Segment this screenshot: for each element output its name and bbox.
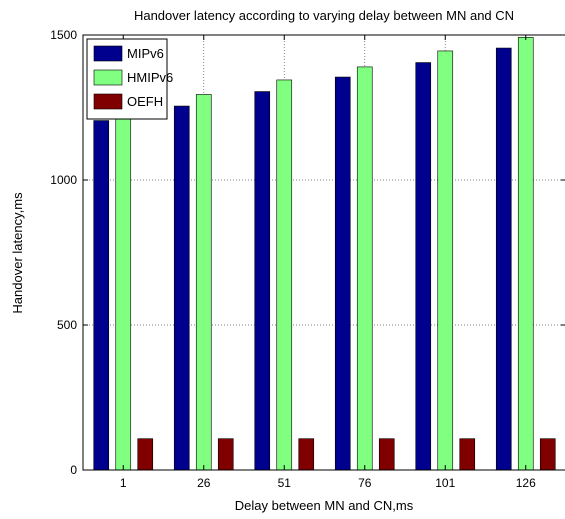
bar-mipv6-1 xyxy=(93,120,110,471)
y-tick-label: 500 xyxy=(57,318,77,332)
x-tick-label: 51 xyxy=(278,476,292,490)
legend-swatch-hmipv6 xyxy=(93,69,123,86)
x-tick-label: 76 xyxy=(358,476,372,490)
bar-mipv6-26 xyxy=(173,105,190,471)
y-tick-label: 0 xyxy=(70,463,77,477)
legend-label-mipv6: MIPv6 xyxy=(127,46,164,61)
plot-area-frame xyxy=(82,34,565,471)
chart-title: Handover latency according to varying de… xyxy=(134,8,514,23)
x-axis-label: Delay between MN and CN,ms xyxy=(235,498,414,513)
bars xyxy=(93,37,556,471)
bar-oefh-76 xyxy=(378,438,395,471)
y-tick-label: 1000 xyxy=(50,173,77,187)
y-axis-label: Handover latency,ms xyxy=(10,192,25,314)
bar-mipv6-76 xyxy=(334,76,351,471)
legend-label-hmipv6: HMIPv6 xyxy=(127,70,173,85)
y-tick-label: 1500 xyxy=(50,28,77,42)
bar-mipv6-51 xyxy=(254,91,271,471)
legend: MIPv6 HMIPv6 OEFH xyxy=(86,38,173,120)
bar-hmipv6-76 xyxy=(356,66,373,471)
bar-mipv6-126 xyxy=(495,47,512,471)
bar-hmipv6-1 xyxy=(115,108,132,471)
bar-oefh-101 xyxy=(459,438,476,471)
bar-oefh-126 xyxy=(539,438,556,471)
bar-hmipv6-101 xyxy=(437,50,454,471)
bar-hmipv6-126 xyxy=(517,37,534,471)
x-tick-label: 101 xyxy=(435,476,455,490)
bar-oefh-26 xyxy=(217,438,234,471)
x-tick-label: 1 xyxy=(120,476,127,490)
bar-oefh-1 xyxy=(137,438,154,471)
bar-hmipv6-26 xyxy=(195,94,212,471)
x-tick-label: 126 xyxy=(516,476,536,490)
legend-label-oefh: OEFH xyxy=(127,94,163,109)
bar-oefh-51 xyxy=(298,438,315,471)
bar-hmipv6-51 xyxy=(276,79,293,471)
bar-mipv6-101 xyxy=(415,62,432,471)
legend-swatch-oefh xyxy=(93,93,123,110)
x-tick-label: 26 xyxy=(197,476,211,490)
legend-swatch-mipv6 xyxy=(93,45,123,62)
